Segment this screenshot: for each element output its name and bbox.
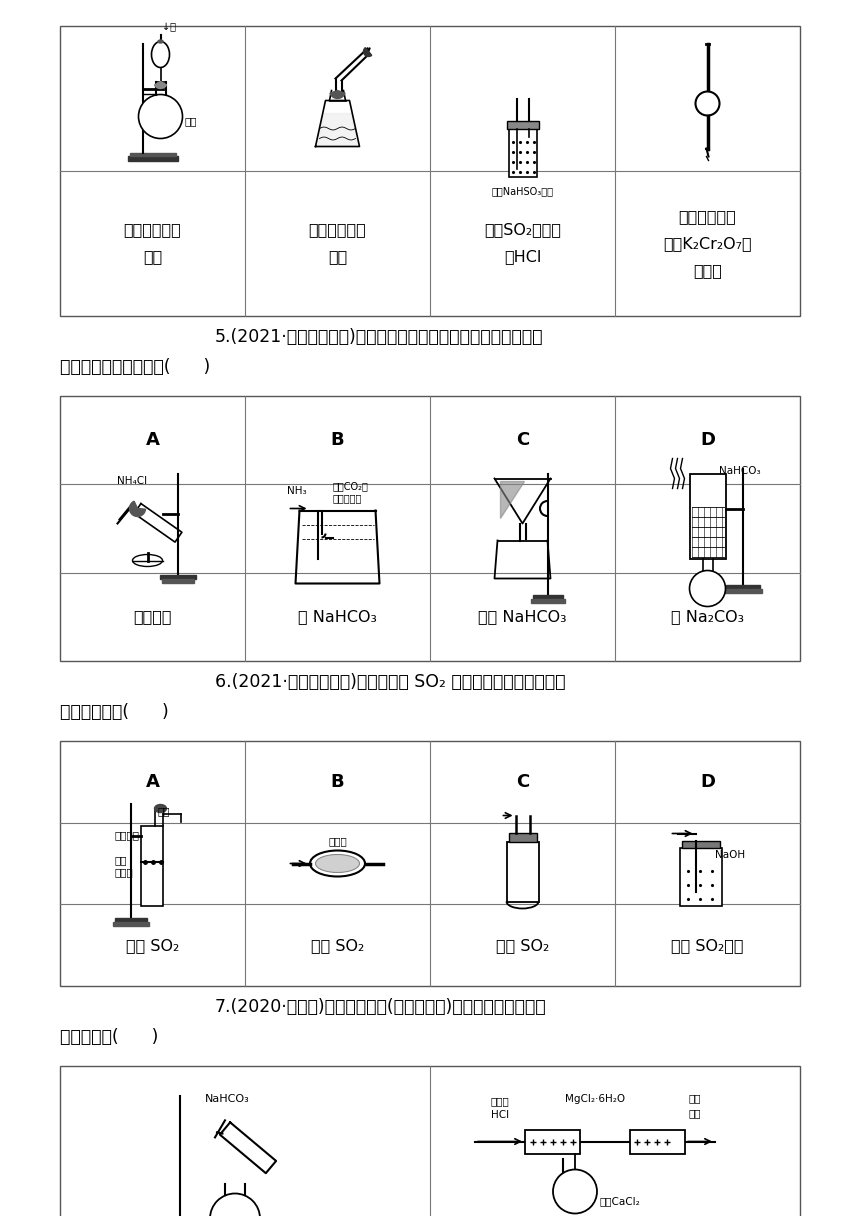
Bar [679,848,722,906]
Bar [130,152,175,156]
Ellipse shape [158,40,163,43]
Bar [60,26,800,316]
Circle shape [138,95,182,139]
Text: 验目的的是(      ): 验目的的是( ) [60,1028,158,1046]
Text: 除去SO₂中的少
量HCl: 除去SO₂中的少 量HCl [484,223,561,265]
Text: 溶有CO₂的: 溶有CO₂的 [333,482,368,491]
Circle shape [696,91,720,116]
Polygon shape [134,503,182,542]
Text: 尾气: 尾气 [689,1093,701,1103]
Polygon shape [317,113,358,146]
Text: ↓水: ↓水 [163,23,176,33]
Text: 吸收 SO₂尾气: 吸收 SO₂尾气 [672,938,744,952]
Text: 6.(2021·无锡质量检测)实验室制备 SO₂ 时，下列装置能达到相应: 6.(2021·无锡质量检测)实验室制备 SO₂ 时，下列装置能达到相应 [215,672,566,691]
Wedge shape [155,81,167,89]
Bar [113,922,149,925]
Text: 饱和食盐水: 饱和食盐水 [333,494,362,503]
Text: 制乙炔的发生
装置: 制乙炔的发生 装置 [124,223,181,265]
Text: A: A [145,432,159,449]
Text: HCl: HCl [491,1110,509,1120]
Circle shape [553,1170,597,1214]
Ellipse shape [316,855,359,873]
Text: B: B [331,773,344,790]
Bar [127,156,177,161]
Circle shape [690,570,726,607]
Text: NaHCO₃: NaHCO₃ [205,1093,249,1103]
Text: 电石: 电石 [185,117,197,126]
Wedge shape [364,47,372,56]
Text: D: D [700,773,715,790]
Text: 实验目的的是(      ): 实验目的的是( ) [60,703,169,721]
Bar [508,129,537,176]
Text: 干燥 SO₂: 干燥 SO₂ [310,938,364,952]
Text: 制 Na₂CO₃: 制 Na₂CO₃ [671,609,744,624]
Text: 生成 SO₂: 生成 SO₂ [126,938,179,952]
Text: 塑料板: 塑料板 [114,867,133,878]
Text: C: C [516,432,529,449]
Bar [159,574,195,579]
Text: 分离 NaHCO₃: 分离 NaHCO₃ [478,609,567,624]
Ellipse shape [310,850,365,877]
Text: 亚硫酸钠: 亚硫酸钠 [114,831,139,840]
Bar [723,589,761,592]
Bar [507,120,538,129]
Text: 制取氨气: 制取氨气 [133,609,172,624]
Bar [507,841,538,901]
Text: 处理: 处理 [689,1109,701,1119]
Bar [532,595,562,598]
Bar [508,833,537,841]
Bar [60,1066,800,1216]
Wedge shape [330,90,345,98]
Text: 5.(2021·苏州期初调研)下列有关模拟侯氏制碱法的实验原理和装: 5.(2021·苏州期初调研)下列有关模拟侯氏制碱法的实验原理和装 [215,328,544,347]
Text: D: D [700,432,715,449]
Text: 准确量取一定
体积K₂Cr₂O₇标
准溶液: 准确量取一定 体积K₂Cr₂O₇标 准溶液 [663,209,752,278]
Polygon shape [501,482,525,518]
Bar [531,598,564,602]
Bar [726,585,759,589]
Circle shape [210,1193,260,1216]
Bar [60,741,800,986]
Bar [681,840,720,848]
Text: 制 NaHCO₃: 制 NaHCO₃ [298,609,377,624]
Ellipse shape [151,41,169,68]
Text: NaHCO₃: NaHCO₃ [720,466,761,475]
Text: 收集 SO₂: 收集 SO₂ [496,938,550,952]
Text: 硫酸: 硫酸 [157,806,170,816]
Ellipse shape [155,805,167,812]
Wedge shape [130,501,145,517]
Text: 碱石灰: 碱石灰 [329,837,347,846]
Text: 蒸馏时的接收
装置: 蒸馏时的接收 装置 [309,223,366,265]
Text: 无水CaCl₂: 无水CaCl₂ [600,1197,641,1206]
Text: NaOH: NaOH [716,850,746,861]
Text: 7.(2020·山东卷)利用下列装置(夹持装置略)进行实验，能达到实: 7.(2020·山东卷)利用下列装置(夹持装置略)进行实验，能达到实 [215,998,547,1017]
Bar [60,396,800,662]
Bar [690,473,726,558]
Text: B: B [331,432,344,449]
Text: 干燥的: 干燥的 [490,1097,509,1107]
Bar [162,579,194,582]
Text: 有孔: 有孔 [114,856,127,866]
Text: MgCl₂·6H₂O: MgCl₂·6H₂O [565,1093,625,1103]
Text: C: C [516,773,529,790]
Bar [630,1130,685,1154]
Bar [140,826,163,906]
Text: NH₄Cl: NH₄Cl [118,475,148,485]
Text: 饱和NaHSO₃溶液: 饱和NaHSO₃溶液 [492,186,554,197]
Text: 置能达到实验目的的是(      ): 置能达到实验目的的是( ) [60,358,210,376]
Text: NH₃: NH₃ [287,485,307,495]
Bar [114,918,146,922]
Ellipse shape [132,554,163,567]
Bar [525,1130,580,1154]
Polygon shape [220,1122,276,1173]
Text: A: A [145,773,159,790]
